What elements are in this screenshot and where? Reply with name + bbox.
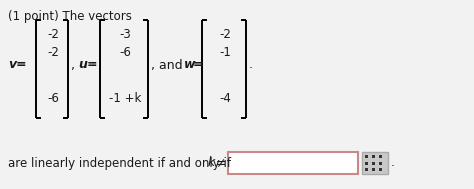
FancyBboxPatch shape — [365, 161, 368, 164]
Text: -2: -2 — [47, 28, 59, 41]
Text: =: = — [16, 59, 27, 71]
Text: .: . — [391, 156, 395, 170]
Text: -2: -2 — [47, 46, 59, 59]
Text: ≠: ≠ — [216, 156, 227, 170]
Text: , and: , and — [151, 59, 182, 71]
Text: w: w — [184, 59, 195, 71]
Text: -6: -6 — [119, 46, 131, 59]
FancyBboxPatch shape — [365, 155, 368, 158]
Text: (1 point) The vectors: (1 point) The vectors — [8, 10, 132, 23]
FancyBboxPatch shape — [373, 168, 375, 171]
Text: -2: -2 — [219, 28, 231, 41]
FancyBboxPatch shape — [380, 161, 383, 164]
FancyBboxPatch shape — [373, 161, 375, 164]
Text: k: k — [208, 156, 215, 170]
FancyBboxPatch shape — [380, 155, 383, 158]
Text: =: = — [193, 59, 204, 71]
Text: -1 +k: -1 +k — [109, 92, 141, 105]
Text: -3: -3 — [119, 28, 131, 41]
Text: ,: , — [71, 59, 75, 71]
FancyBboxPatch shape — [365, 168, 368, 171]
FancyBboxPatch shape — [373, 155, 375, 158]
Text: u: u — [78, 59, 87, 71]
Text: are linearly independent if and only if: are linearly independent if and only if — [8, 156, 235, 170]
FancyBboxPatch shape — [228, 152, 358, 174]
Text: -4: -4 — [219, 92, 231, 105]
Text: =: = — [87, 59, 98, 71]
FancyBboxPatch shape — [362, 152, 388, 174]
Text: -1: -1 — [219, 46, 231, 59]
Text: .: . — [249, 59, 253, 71]
FancyBboxPatch shape — [380, 168, 383, 171]
Text: -6: -6 — [47, 92, 59, 105]
Text: v: v — [8, 59, 16, 71]
